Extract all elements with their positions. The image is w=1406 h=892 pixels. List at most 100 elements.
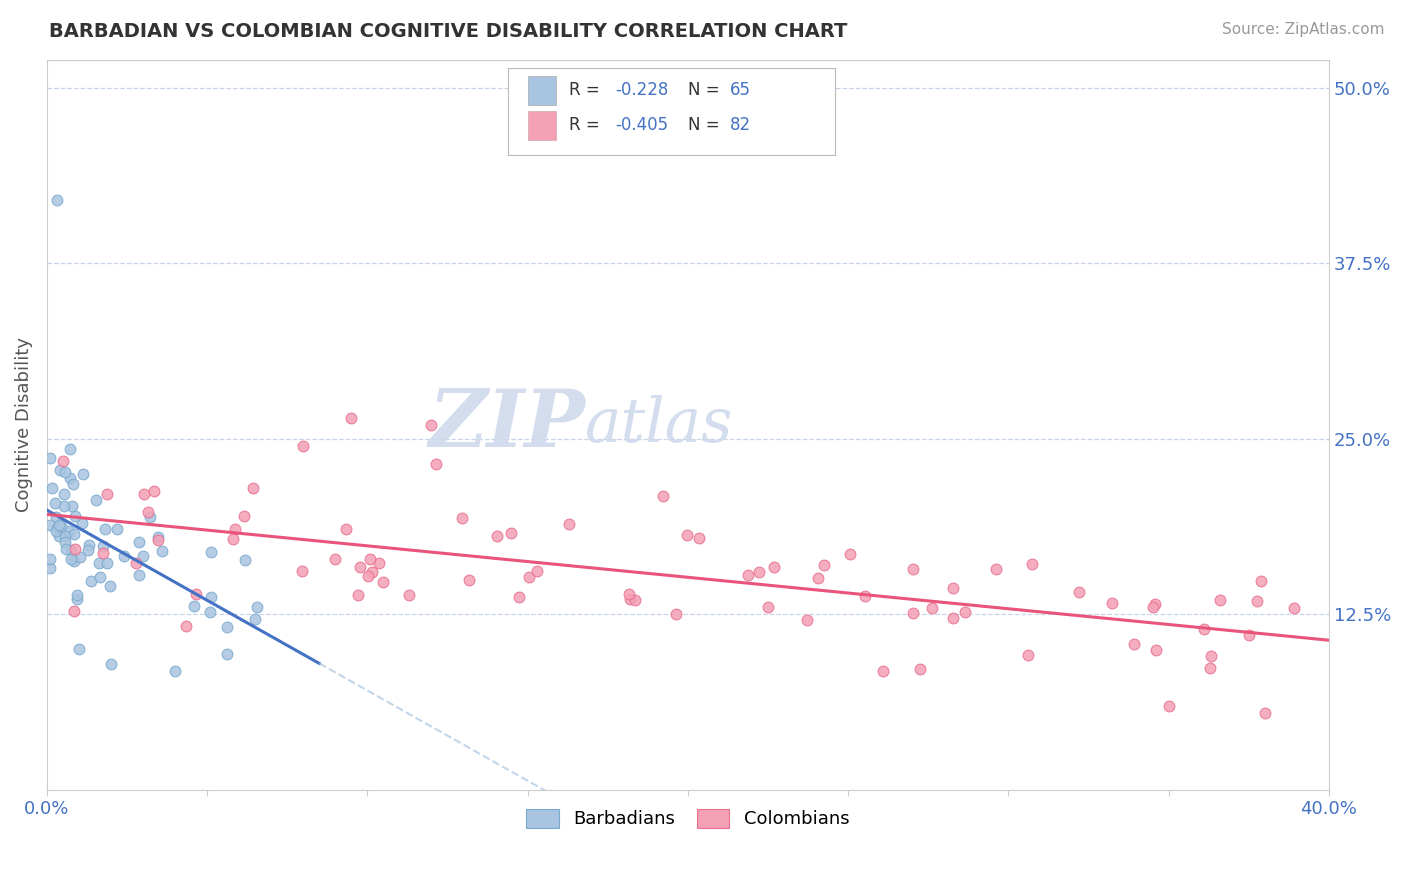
Point xyxy=(39,561,62,575)
Point xyxy=(112,549,135,563)
Point xyxy=(1101,596,1123,610)
Point xyxy=(688,531,710,545)
Point xyxy=(59,442,82,456)
Point xyxy=(1143,598,1166,612)
Point xyxy=(839,547,862,561)
Point xyxy=(1144,643,1167,657)
Point xyxy=(224,522,246,536)
Point xyxy=(105,522,128,536)
Point xyxy=(853,590,876,604)
Point xyxy=(53,465,76,479)
Point xyxy=(186,587,208,601)
Point xyxy=(1142,600,1164,615)
Point xyxy=(1157,698,1180,713)
Point xyxy=(146,530,169,544)
Point xyxy=(79,538,101,552)
Point xyxy=(45,524,67,539)
Point xyxy=(53,499,76,513)
Point xyxy=(508,590,530,604)
Point xyxy=(59,551,82,566)
Point xyxy=(46,521,69,535)
Point xyxy=(62,603,84,617)
Point xyxy=(425,457,447,471)
Text: N =: N = xyxy=(688,81,720,99)
Point xyxy=(96,556,118,570)
Text: -0.405: -0.405 xyxy=(614,116,668,135)
Point xyxy=(176,619,198,633)
Point xyxy=(323,552,346,566)
Point xyxy=(45,510,67,524)
Text: 82: 82 xyxy=(730,116,751,135)
Point xyxy=(62,526,84,541)
Point xyxy=(128,534,150,549)
Point xyxy=(349,559,371,574)
Point xyxy=(79,574,101,588)
Point xyxy=(165,664,187,678)
Point xyxy=(200,590,222,604)
Point xyxy=(60,499,83,513)
Point xyxy=(222,532,245,546)
FancyBboxPatch shape xyxy=(527,76,555,105)
Point xyxy=(66,588,89,602)
Point xyxy=(1021,557,1043,571)
Point xyxy=(368,556,391,570)
Point xyxy=(665,607,688,621)
Point xyxy=(132,549,155,564)
Point xyxy=(98,579,121,593)
Text: ZIP: ZIP xyxy=(429,386,585,464)
Point xyxy=(1067,584,1090,599)
Point xyxy=(94,522,117,536)
Point xyxy=(373,574,395,589)
Text: R =: R = xyxy=(568,81,599,99)
Point xyxy=(619,587,641,601)
Point xyxy=(984,562,1007,576)
Point xyxy=(1282,601,1305,615)
Point xyxy=(1209,593,1232,607)
Point xyxy=(347,589,370,603)
Point xyxy=(901,606,924,620)
Point xyxy=(150,544,173,558)
Point xyxy=(1199,661,1222,675)
Point xyxy=(41,481,63,495)
Point xyxy=(748,565,770,579)
Point xyxy=(1199,649,1222,664)
Text: BARBADIAN VS COLOMBIAN COGNITIVE DISABILITY CORRELATION CHART: BARBADIAN VS COLOMBIAN COGNITIVE DISABIL… xyxy=(49,22,848,41)
Text: N =: N = xyxy=(688,116,720,135)
Point xyxy=(139,510,162,524)
Point xyxy=(39,518,62,533)
Point xyxy=(215,647,238,661)
Point xyxy=(198,605,221,619)
Point xyxy=(65,509,87,524)
Point xyxy=(53,535,76,549)
FancyBboxPatch shape xyxy=(509,69,835,154)
Point xyxy=(1253,706,1275,720)
Point xyxy=(146,533,169,547)
Point xyxy=(357,568,380,582)
Point xyxy=(1250,574,1272,588)
Point xyxy=(499,526,522,541)
Point xyxy=(1246,594,1268,608)
Point xyxy=(67,642,90,657)
Point xyxy=(200,545,222,559)
Point xyxy=(52,454,75,468)
Point xyxy=(486,529,509,543)
Point xyxy=(69,549,91,564)
Point xyxy=(360,565,382,579)
Point xyxy=(72,467,94,481)
Point xyxy=(62,554,84,568)
Point xyxy=(942,581,965,595)
Point xyxy=(813,558,835,572)
Point xyxy=(77,542,100,557)
Point xyxy=(246,599,269,614)
Point xyxy=(457,574,479,588)
Text: atlas: atlas xyxy=(585,395,734,455)
Point xyxy=(51,519,73,533)
Point xyxy=(53,529,76,543)
Point xyxy=(762,560,785,574)
Point xyxy=(737,568,759,582)
Point xyxy=(942,610,965,624)
Point xyxy=(89,569,111,583)
Point xyxy=(91,546,114,560)
Point xyxy=(59,471,82,485)
Point xyxy=(39,552,62,566)
